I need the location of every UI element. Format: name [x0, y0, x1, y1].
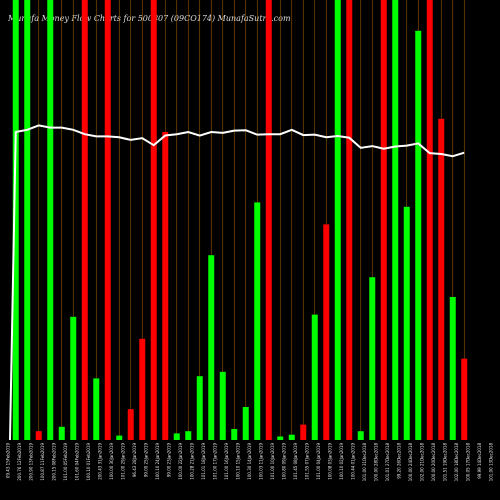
bar	[116, 435, 123, 440]
x-tick-label: 09.43 15Feb2019	[6, 443, 11, 479]
x-tick-label: 100.00 30Jan2019	[109, 443, 114, 480]
x-tick-label: 100.00 24Dec2018	[408, 443, 413, 482]
bar	[438, 118, 445, 441]
bar	[35, 431, 42, 440]
bar	[346, 0, 353, 440]
bar	[380, 0, 387, 440]
bar	[196, 376, 203, 440]
x-tick-label: 100.08 03Jan2019	[328, 443, 333, 480]
bar	[185, 431, 192, 440]
bar	[265, 0, 272, 440]
bar	[93, 378, 100, 440]
bar	[415, 30, 422, 441]
x-tick-label: 101.01 27Dec2018	[385, 443, 390, 482]
x-tick-label: 100.80 09Jan2019	[282, 443, 287, 480]
bar	[369, 277, 376, 440]
x-tick-label: 102.00 21Dec2018	[420, 443, 425, 482]
x-tick-label: 200.15 08Feb2019	[52, 443, 57, 481]
x-tick-label: 200.43 31Jan2019	[98, 443, 103, 480]
x-tick-label: 101.01 18Jan2019	[201, 443, 206, 480]
x-tick-label: 99.99 14Dec2018	[477, 443, 482, 479]
x-tick-label: 100.03 11Jan2019	[259, 443, 264, 480]
x-tick-label: 100.05 17Dec2018	[466, 443, 471, 482]
x-axis-tick-labels: 09.43 15Feb2019 200.76 12Feb2019 200.90 13…	[6, 443, 494, 482]
bar	[426, 0, 433, 440]
x-tick-label: 100.10 24Jan2019	[155, 443, 160, 480]
x-tick-label: 101.00 16Jan2019	[224, 443, 229, 480]
bar	[357, 431, 364, 440]
x-tick-label: 100.44 01Jan2019	[351, 443, 356, 480]
bar	[449, 297, 456, 440]
x-tick-label: 101.00 13Dec2018	[489, 443, 494, 482]
x-tick-label: 100.10 02Jan2019	[339, 443, 344, 480]
x-tick-label: 100.10 15Jan2019	[236, 443, 241, 480]
x-tick-label: 200.76 12Feb2019	[17, 443, 22, 481]
x-tick-label: 100.30 14Jan2019	[247, 443, 252, 480]
bar	[162, 132, 169, 440]
x-tick-label: 101.00 10Jan2019	[270, 443, 275, 480]
bar	[219, 371, 226, 440]
x-tick-label: 100.00 20Dec2018	[431, 443, 436, 482]
bar	[288, 434, 295, 440]
bar	[208, 255, 215, 440]
bar	[277, 436, 284, 440]
x-tick-label: 100.28 21Jan2019	[190, 443, 195, 480]
x-tick-label: 101.00 31Dec2018	[362, 443, 367, 482]
bar	[104, 0, 111, 440]
bar	[139, 338, 146, 440]
x-tick-label: 200.90 13Feb2019	[29, 443, 34, 481]
x-tick-label: 100.00 28Dec2018	[374, 443, 379, 482]
trend-line-series	[9, 124, 465, 441]
bar	[334, 0, 341, 440]
bar	[231, 429, 238, 440]
x-tick-label: 100.00 22Jan2019	[178, 443, 183, 480]
x-tick-label: 100.87 11Feb2019	[40, 443, 45, 481]
bar-series	[12, 0, 468, 441]
chart-title: Munafa Money Flow Charts for 500807 (09C…	[8, 14, 291, 23]
bar	[254, 202, 261, 440]
bar	[150, 0, 157, 440]
x-tick-label: 102.00 18Dec2018	[454, 443, 459, 482]
bar	[47, 0, 54, 440]
bar	[127, 409, 134, 440]
bar	[24, 0, 31, 440]
x-tick-label: 101.60 04Feb2019	[75, 443, 80, 481]
bar	[242, 407, 249, 440]
x-tick-label: 99.00 23Jan2019	[167, 443, 172, 478]
x-tick-label: 101.00 17Jan2019	[213, 443, 218, 480]
bar	[461, 358, 468, 440]
bar	[323, 224, 330, 440]
x-tick-label: 99.00 25Jan2019	[144, 443, 149, 478]
x-tick-label: 100.10 01Feb2019	[86, 443, 91, 481]
bar	[12, 0, 19, 440]
x-tick-label: 101.00 05Feb2019	[63, 443, 68, 481]
x-tick-label: 101.00 04Jan2019	[316, 443, 321, 480]
bar	[173, 433, 180, 440]
x-tick-label: 101.51 19Dec2018	[443, 443, 448, 482]
x-tick-label: 101.00 29Jan2019	[121, 443, 126, 480]
x-tick-label: 101.55 07Jan2019	[305, 443, 310, 480]
x-tick-label: 101.45 08Jan2019	[293, 443, 298, 480]
x-tick-label: 99.20 26Dec2018	[397, 443, 402, 479]
bar	[403, 206, 410, 440]
bar	[70, 316, 77, 440]
bar	[300, 424, 307, 440]
trend-line	[9, 124, 465, 441]
bar	[81, 0, 88, 440]
bar	[392, 0, 399, 440]
x-tick-label: 96.43 28Jan2019	[132, 443, 137, 478]
bar	[58, 426, 65, 440]
bar	[311, 314, 318, 440]
